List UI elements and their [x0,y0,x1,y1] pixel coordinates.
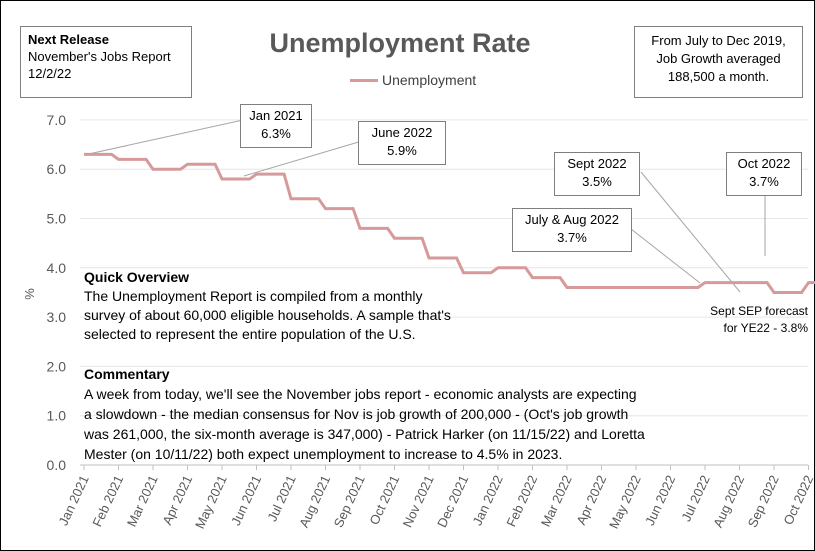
x-tick-label: May 2021 [192,473,230,531]
commentary-line4: Mester (on 10/11/22) both expect unemplo… [84,446,563,462]
commentary: Commentary A week from today, we'll see … [84,364,784,464]
sep-forecast-line1: Sept SEP forecast [710,304,808,318]
x-tick-label: Sep 2021 [331,473,368,530]
y-axis-label: % [22,288,37,300]
y-tick-label: 4.0 [47,260,67,276]
x-tick-label: Dec 2021 [434,473,471,530]
next-release-box: Next Release November's Jobs Report 12/2… [20,26,192,98]
quick-overview: Quick Overview The Unemployment Report i… [84,268,604,344]
callout-oct-2022-title: Oct 2022 [737,156,791,171]
quick-overview-line2: survey of about 60,000 eligible househol… [84,307,451,323]
y-tick-label: 3.0 [47,309,67,325]
x-tick-label: Aug 2022 [710,473,747,530]
sep-forecast-line2: for YE22 - 3.8% [723,321,809,335]
y-tick-label: 0.0 [47,457,67,473]
legend-swatch [350,78,378,82]
x-tick-label: Jun 2021 [228,473,264,528]
x-tick-label: Nov 2021 [400,473,437,530]
unemployment-series-line [84,152,815,294]
quick-overview-heading: Quick Overview [84,269,190,285]
callout-jan-2021: Jan 2021 6.3% [240,104,312,148]
callout-jan-2021-value: 6.3% [261,126,291,141]
x-tick-label: Oct 2022 [780,473,815,527]
commentary-line3: was 261,000, the six-month average is 34… [84,426,645,442]
commentary-line1: A week from today, we'll see the Novembe… [84,386,637,402]
connector-july-aug-2022 [630,228,701,284]
quick-overview-line1: The Unemployment Report is compiled from… [84,288,423,304]
x-tick-label: May 2022 [606,473,644,531]
callout-jan-2021-title: Jan 2021 [249,108,303,123]
callout-july-aug-2022-title: July & Aug 2022 [525,212,619,227]
callout-sept-2022-title: Sept 2022 [567,156,627,171]
job-growth-box: From July to Dec 2019, Job Growth averag… [634,26,803,98]
connector-june-2022 [243,140,363,177]
x-tick-label: Feb 2021 [89,473,126,529]
x-tick-label: Mar 2021 [124,473,161,529]
y-tick-label: 2.0 [47,358,67,374]
commentary-line2: a slowdown - the median consensus for No… [84,406,629,422]
callout-sept-2022: Sept 2022 3.5% [554,152,640,196]
chart-title: Unemployment Rate [269,28,531,58]
x-tick-label: Mar 2022 [538,473,575,529]
connector-jan-2021 [83,119,244,156]
callout-sept-2022-value: 3.5% [582,174,612,189]
commentary-heading: Commentary [84,366,170,382]
sep-forecast-note: Sept SEP forecast for YE22 - 3.8% [680,303,808,337]
next-release-heading: Next Release [28,32,109,47]
x-tick-label: Jan 2021 [56,473,92,528]
y-tick-label: 1.0 [47,408,67,424]
x-tick-label: Jun 2022 [642,473,678,528]
x-tick-label: Feb 2022 [503,473,540,529]
callout-oct-2022: Oct 2022 3.7% [726,152,802,196]
y-tick-label: 5.0 [47,211,67,227]
next-release-line2: 12/2/22 [28,66,72,81]
y-tick-label: 6.0 [47,161,67,177]
connector-sept-2022 [640,171,741,293]
x-tick-label: Jul 2022 [678,473,712,524]
legend: Unemployment [350,72,476,88]
quick-overview-line3: selected to represent the entire populat… [84,326,416,342]
x-tick-label: Aug 2021 [296,473,333,530]
callout-july-aug-2022: July & Aug 2022 3.7% [512,208,632,252]
x-tick-label: Apr 2022 [573,473,609,527]
callout-june-2022-value: 5.9% [387,143,417,158]
job-growth-line2: Job Growth averaged [656,51,781,66]
x-tick-label: Jul 2021 [264,473,298,524]
callout-oct-2022-value: 3.7% [749,174,779,189]
x-tick-label: Sep 2022 [745,473,782,530]
x-tick-label: Apr 2021 [159,473,195,527]
callout-july-aug-2022-value: 3.7% [557,230,587,245]
job-growth-line1: From July to Dec 2019, [651,33,786,48]
callout-june-2022: June 2022 5.9% [358,121,446,165]
x-tick-label: Oct 2021 [366,473,402,527]
job-growth-line3: 188,500 a month. [667,69,770,84]
y-tick-label: 7.0 [47,112,67,128]
next-release-line1: November's Jobs Report [28,49,171,64]
x-tick-label: Jan 2022 [470,473,506,528]
legend-label: Unemployment [382,72,477,88]
callout-june-2022-title: June 2022 [371,125,433,140]
